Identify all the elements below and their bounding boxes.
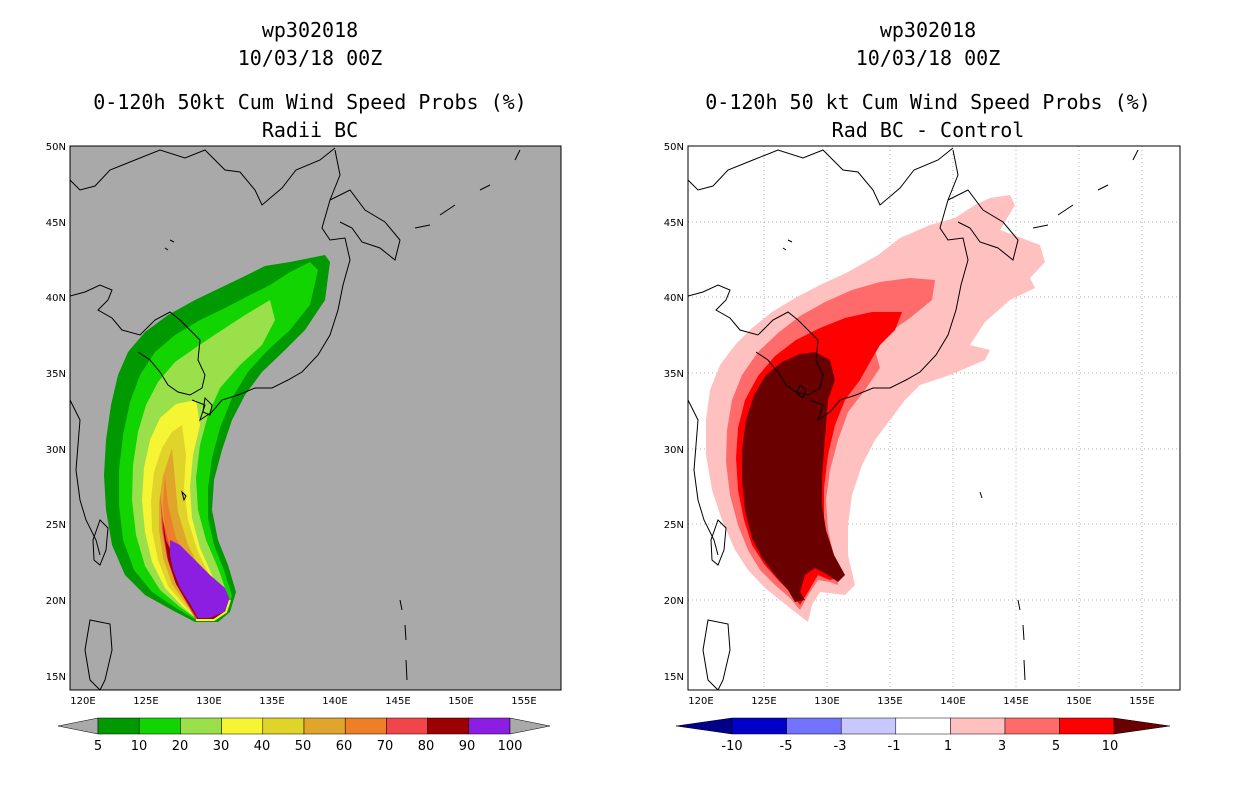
left-legend-label: 5 xyxy=(94,739,102,754)
left-legend-label: 90 xyxy=(459,739,476,754)
right-lat-ticks: 15N 20N 25N 30N 35N 40N 45N 50N xyxy=(664,142,684,683)
right-legend-label: 1 xyxy=(944,739,952,754)
legend-swatch xyxy=(840,717,897,735)
lat-tick-25n: 25N xyxy=(664,520,684,531)
lat-tick-25n: 25N xyxy=(46,520,66,531)
lat-tick-15n: 15N xyxy=(664,672,684,683)
legend-swatch xyxy=(262,717,305,735)
lat-tick-40n: 40N xyxy=(46,293,66,304)
legend-swatch xyxy=(97,717,140,735)
legend-swatch xyxy=(895,717,951,735)
lon-tick-150e: 150E xyxy=(448,696,473,707)
left-title-3: 0-120h 50kt Cum Wind Speed Probs (%) xyxy=(93,90,527,114)
right-legend-label: 5 xyxy=(1052,739,1060,754)
lon-tick-135e: 135E xyxy=(877,696,902,707)
left-legend-high-arrow xyxy=(509,717,551,735)
right-legend-label: -10 xyxy=(721,739,742,754)
left-legend-label: 10 xyxy=(131,739,148,754)
lat-tick-50n: 50N xyxy=(46,142,66,153)
left-legend: 5 10 20 30 40 50 60 70 80 90 100 xyxy=(57,717,551,754)
left-coastlines xyxy=(70,147,521,690)
lon-tick-140e: 140E xyxy=(322,696,347,707)
lon-tick-125e: 125E xyxy=(133,696,158,707)
left-map: 120E 125E 130E 135E 140E 145E 150E 155E … xyxy=(46,142,562,707)
lat-tick-20n: 20N xyxy=(46,596,66,607)
left-legend-label: 70 xyxy=(377,739,394,754)
right-legend-label: -1 xyxy=(888,739,901,754)
right-coastlines xyxy=(688,147,1139,690)
legend-swatch xyxy=(731,717,787,735)
lat-tick-45n: 45N xyxy=(664,218,684,229)
lat-tick-50n: 50N xyxy=(664,142,684,153)
lon-tick-155e: 155E xyxy=(1129,696,1154,707)
right-lon-ticks: 120E 125E 130E 135E 140E 145E 150E 155E xyxy=(688,696,1154,707)
lon-tick-145e: 145E xyxy=(385,696,410,707)
right-legend-swatches xyxy=(731,717,1115,735)
left-title-4: Radii BC xyxy=(261,118,359,142)
legend-swatch xyxy=(427,717,470,735)
left-legend-low-arrow xyxy=(57,717,99,735)
right-legend: -10 -5 -3 -1 1 3 5 10 xyxy=(675,717,1171,754)
lon-tick-145e: 145E xyxy=(1003,696,1028,707)
right-legend-low-arrow xyxy=(675,717,733,735)
lat-tick-35n: 35N xyxy=(46,369,66,380)
lat-tick-30n: 30N xyxy=(664,445,684,456)
lon-tick-140e: 140E xyxy=(940,696,965,707)
diff-band-10 xyxy=(742,352,845,602)
right-map: 120E 125E 130E 135E 140E 145E 150E 155E … xyxy=(664,142,1181,707)
track-outline xyxy=(196,599,231,621)
left-title-1: wp302018 xyxy=(261,18,359,42)
left-legend-swatches xyxy=(97,717,511,735)
right-title-4: Rad BC - Control xyxy=(831,118,1025,142)
lat-tick-45n: 45N xyxy=(46,218,66,229)
legend-swatch xyxy=(386,717,428,735)
prob-band-90 xyxy=(170,540,230,618)
legend-swatch xyxy=(950,717,1006,735)
lon-tick-125e: 125E xyxy=(751,696,776,707)
legend-swatch xyxy=(344,717,387,735)
lon-tick-135e: 135E xyxy=(259,696,284,707)
right-legend-labels: -10 -5 -3 -1 1 3 5 10 xyxy=(721,739,1118,754)
right-legend-label: -5 xyxy=(780,739,793,754)
legend-swatch xyxy=(303,717,346,735)
left-title-2: 10/03/18 00Z xyxy=(237,46,383,70)
right-legend-label: -3 xyxy=(834,739,847,754)
lon-tick-155e: 155E xyxy=(511,696,536,707)
left-legend-label: 50 xyxy=(295,739,312,754)
lon-tick-120e: 120E xyxy=(70,696,95,707)
right-legend-label: 3 xyxy=(998,739,1006,754)
left-legend-label: 30 xyxy=(213,739,230,754)
left-lat-ticks: 15N 20N 25N 30N 35N 40N 45N 50N xyxy=(46,142,66,683)
legend-swatch xyxy=(221,717,264,735)
legend-swatch xyxy=(138,717,181,735)
legend-swatch xyxy=(180,717,222,735)
lat-tick-30n: 30N xyxy=(46,445,66,456)
left-legend-labels: 5 10 20 30 40 50 60 70 80 90 100 xyxy=(94,739,523,754)
lat-tick-15n: 15N xyxy=(46,672,66,683)
left-legend-label: 80 xyxy=(418,739,435,754)
left-legend-label: 100 xyxy=(498,739,523,754)
legend-swatch xyxy=(786,717,842,735)
lat-tick-40n: 40N xyxy=(664,293,684,304)
lon-tick-150e: 150E xyxy=(1066,696,1091,707)
lat-tick-20n: 20N xyxy=(664,596,684,607)
lon-tick-130e: 130E xyxy=(196,696,221,707)
left-legend-label: 40 xyxy=(254,739,271,754)
legend-swatch xyxy=(1059,717,1115,735)
lat-tick-35n: 35N xyxy=(664,369,684,380)
right-legend-high-arrow xyxy=(1113,717,1171,735)
lon-tick-120e: 120E xyxy=(688,696,713,707)
right-legend-label: 10 xyxy=(1102,739,1119,754)
left-legend-label: 20 xyxy=(172,739,189,754)
right-title-1: wp302018 xyxy=(879,18,977,42)
left-legend-label: 60 xyxy=(336,739,353,754)
lon-tick-130e: 130E xyxy=(814,696,839,707)
left-lon-ticks: 120E 125E 130E 135E 140E 145E 150E 155E xyxy=(70,696,536,707)
legend-swatch xyxy=(1004,717,1060,735)
right-title-2: 10/03/18 00Z xyxy=(855,46,1001,70)
legend-swatch xyxy=(468,717,511,735)
right-title-3: 0-120h 50 kt Cum Wind Speed Probs (%) xyxy=(705,90,1151,114)
